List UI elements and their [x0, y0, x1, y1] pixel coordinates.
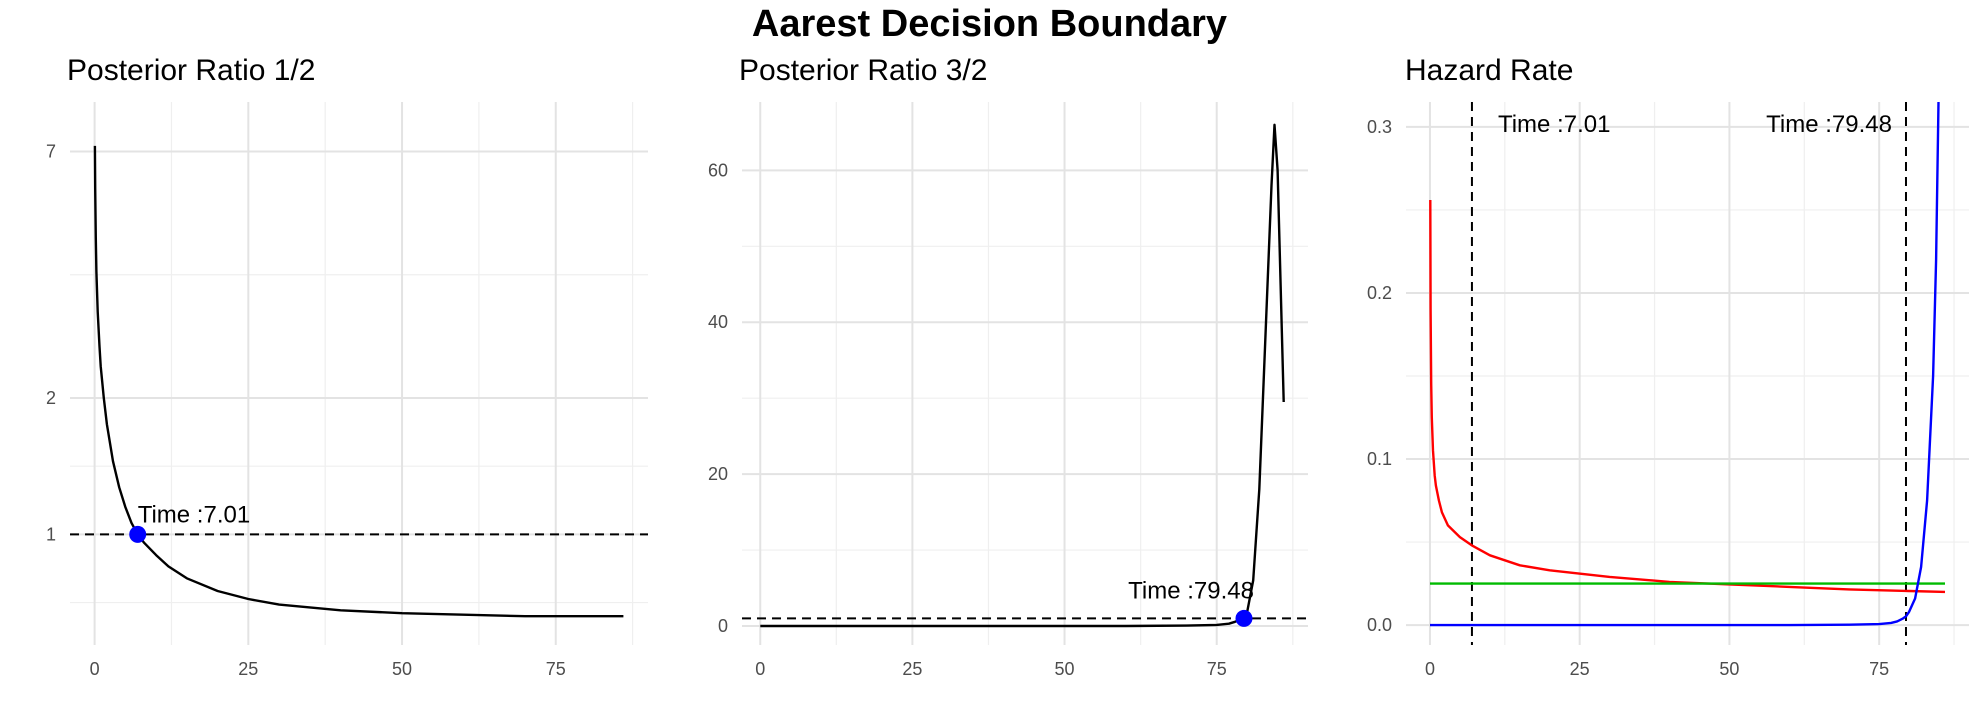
series-line-1	[1429, 199, 1946, 594]
series-line-3	[1430, 101, 1940, 627]
panel-title: Posterior Ratio 3/2	[739, 54, 987, 87]
x-tick-label: 75	[546, 659, 566, 679]
x-tick-label: 0	[755, 659, 765, 679]
x-tick-label: 0	[90, 659, 100, 679]
y-tick-label: 7	[46, 141, 56, 161]
x-tick-label: 0	[1425, 659, 1435, 679]
y-tick-label: 0.1	[1367, 449, 1392, 469]
x-tick-label: 50	[1055, 659, 1075, 679]
panel-2: Posterior Ratio 3/2 0 25 50 75 0 20 40 60 Time :7…	[708, 54, 1308, 679]
time-annotation: Time :7.01	[1498, 111, 1611, 138]
series-line-1	[760, 123, 1285, 628]
panel-title: Posterior Ratio 1/2	[67, 54, 315, 87]
figure-title: Aarest Decision Boundary	[751, 3, 1228, 45]
time-annotation: Time :79.48	[1766, 111, 1892, 138]
x-tick-label: 25	[1570, 659, 1590, 679]
boundary-point	[129, 525, 147, 543]
y-tick-label: 0.2	[1367, 283, 1392, 303]
panel-1: Posterior Ratio 1/2 0 25 50 75 1 2 7 Time :7.01	[46, 54, 648, 679]
time-annotation: Time :7.01	[138, 501, 251, 528]
x-tick-label: 25	[902, 659, 922, 679]
x-tick-label: 25	[238, 659, 258, 679]
y-tick-label: 0.3	[1367, 117, 1392, 137]
series-line-1	[93, 145, 624, 618]
x-tick-label: 75	[1207, 659, 1227, 679]
y-tick-label: 0	[718, 616, 728, 636]
y-tick-label: 20	[708, 464, 728, 484]
panel-3: Hazard Rate 0 25 50 75 0.0 0.1 0.2 0.3 Time :7.01…	[1367, 54, 1969, 679]
y-tick-label: 0.0	[1367, 615, 1392, 635]
y-tick-label: 40	[708, 312, 728, 332]
y-tick-label: 2	[46, 388, 56, 408]
time-annotation: Time :79.48	[1128, 577, 1254, 604]
x-tick-label: 50	[1719, 659, 1739, 679]
y-tick-label: 60	[708, 160, 728, 180]
x-tick-label: 75	[1869, 659, 1889, 679]
boundary-point	[1235, 609, 1253, 627]
x-tick-label: 50	[392, 659, 412, 679]
y-tick-label: 1	[46, 524, 56, 544]
panel-title: Hazard Rate	[1405, 54, 1573, 87]
